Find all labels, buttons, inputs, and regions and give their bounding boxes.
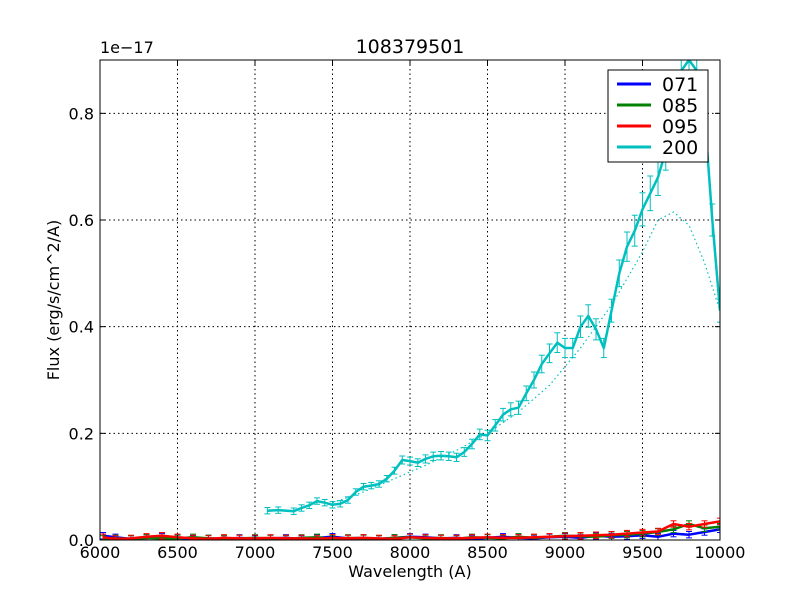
x-tick-label: 7000 — [235, 543, 276, 562]
legend-label-071: 071 — [662, 74, 698, 96]
x-tick-label: 8000 — [390, 543, 431, 562]
x-tick-label: 9500 — [622, 543, 663, 562]
y-tick-label: 0.2 — [69, 424, 94, 443]
legend-label-085: 085 — [662, 95, 698, 117]
x-tick-label: 6500 — [157, 543, 198, 562]
y-tick-label: 0.8 — [69, 104, 94, 123]
legend-label-200: 200 — [662, 137, 698, 159]
ticks: 6000 6500 7000 7500 8000 8500 9000 9500 10000 0.0… — [69, 60, 746, 562]
x-tick-label: 10000 — [695, 543, 746, 562]
y-tick-label: 0.6 — [69, 211, 94, 230]
x-tick-label: 8500 — [467, 543, 508, 562]
y-tick-label: 0.4 — [69, 318, 94, 337]
x-tick-label: 9000 — [545, 543, 586, 562]
y-tick-label: 0.0 — [69, 531, 94, 550]
y-offset-label: 1e−17 — [100, 38, 154, 57]
x-axis-label: Wavelength (A) — [348, 562, 471, 581]
series-line-200 — [267, 60, 720, 513]
y-axis-label: Flux (erg/s/cm^2/A) — [44, 220, 63, 381]
legend-label-095: 095 — [662, 116, 698, 138]
chart-title: 108379501 — [356, 36, 465, 58]
x-tick-label: 7500 — [312, 543, 353, 562]
x-tick-label: 6000 — [80, 543, 121, 562]
